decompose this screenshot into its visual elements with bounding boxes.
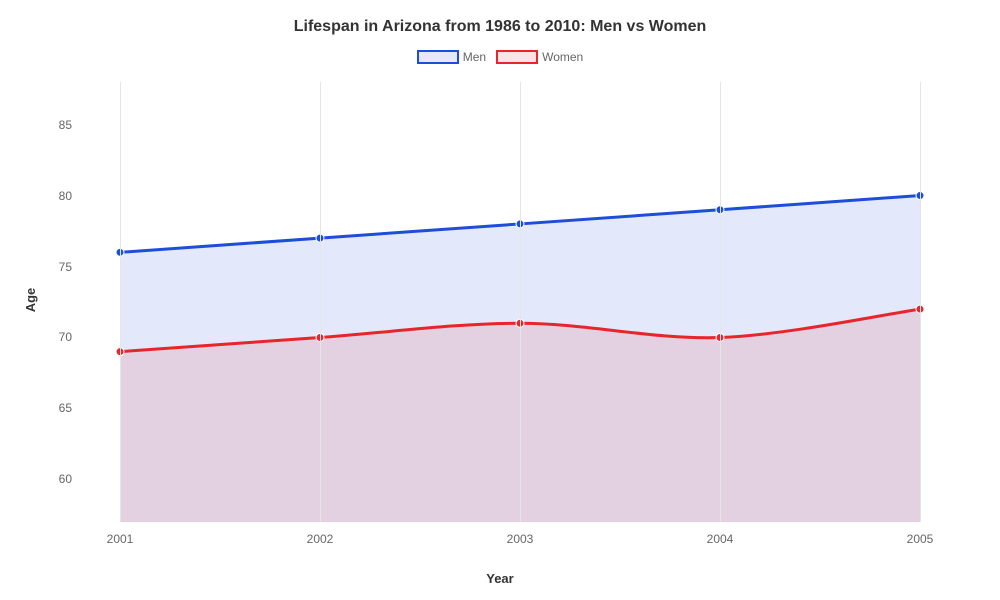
y-tick-label: 75 [59,260,72,274]
x-tick-label: 2003 [507,532,534,546]
chart-title: Lifespan in Arizona from 1986 to 2010: M… [0,18,1000,36]
x-tick-label: 2001 [107,532,134,546]
x-axis-title: Year [0,571,1000,586]
y-tick-label: 60 [59,472,72,486]
legend-swatch-icon [496,50,538,64]
chart-container: Lifespan in Arizona from 1986 to 2010: M… [0,0,1000,600]
legend-item-men[interactable]: Men [417,50,486,64]
grid-line [720,82,721,522]
legend: Men Women [0,50,1000,64]
x-tick-label: 2004 [707,532,734,546]
legend-item-women[interactable]: Women [496,50,583,64]
y-tick-label: 80 [59,189,72,203]
grid-line [920,82,921,522]
grid-line [120,82,121,522]
legend-label: Men [463,50,486,64]
y-tick-label: 85 [59,118,72,132]
grid-line [320,82,321,522]
x-tick-label: 2002 [307,532,334,546]
plot-area: 20012002200320042005606570758085 [80,82,960,522]
legend-label: Women [542,50,583,64]
grid-line [520,82,521,522]
y-tick-label: 70 [59,330,72,344]
legend-swatch-icon [417,50,459,64]
y-axis-title: Age [23,288,38,313]
y-tick-label: 65 [59,401,72,415]
x-tick-label: 2005 [907,532,934,546]
